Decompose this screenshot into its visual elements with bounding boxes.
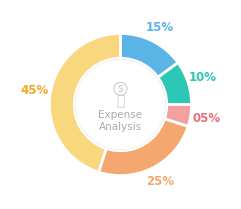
- Text: $: $: [117, 84, 124, 94]
- Text: Expense: Expense: [98, 110, 143, 120]
- Text: 15%: 15%: [146, 21, 174, 34]
- Wedge shape: [49, 33, 120, 172]
- Wedge shape: [99, 119, 188, 176]
- Text: 25%: 25%: [146, 175, 174, 188]
- Wedge shape: [164, 104, 192, 126]
- Wedge shape: [158, 63, 192, 104]
- Text: 10%: 10%: [189, 71, 217, 84]
- Text: 〜: 〜: [116, 94, 125, 108]
- Wedge shape: [120, 33, 178, 77]
- Text: 45%: 45%: [21, 84, 49, 97]
- Circle shape: [76, 60, 165, 149]
- Circle shape: [76, 60, 165, 149]
- Text: 05%: 05%: [192, 112, 220, 125]
- Circle shape: [76, 60, 165, 149]
- Text: Analysis: Analysis: [99, 122, 142, 131]
